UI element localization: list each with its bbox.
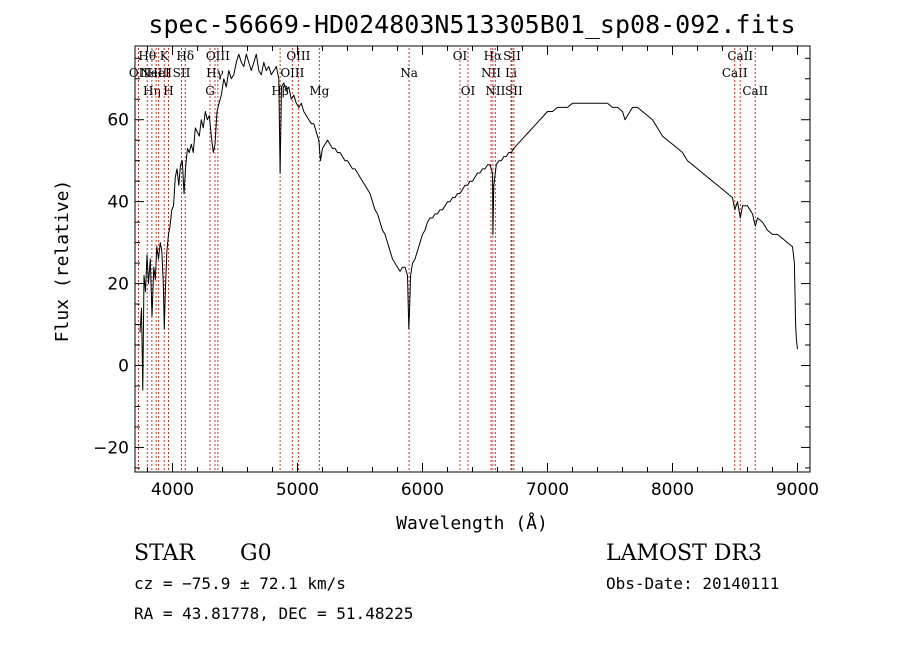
line-marker-label-26: CaII [727, 49, 753, 63]
survey-name: LAMOST DR3 [606, 541, 762, 566]
line-marker-label-18: OI [461, 84, 476, 98]
line-marker-label-4: HeI [147, 66, 170, 80]
line-marker-label-8: Hδ [176, 49, 194, 63]
line-marker-label-21: NII [485, 84, 505, 98]
plot-frame [134, 45, 811, 473]
line-marker-label-1: Hθ [138, 49, 156, 63]
line-marker-label-10: Hγ [206, 66, 224, 80]
line-marker-label-16: Na [400, 66, 418, 80]
y-axis-label: Flux (relative) [52, 180, 73, 343]
line-marker-label-6: H [163, 84, 173, 98]
x-tick-label-4: 8000 [651, 480, 694, 500]
chart-title: spec-56669-HD024803N513305B01_sp08-092.f… [148, 10, 795, 39]
line-marker-label-7: SII [173, 66, 191, 80]
y-tick-label-3: 40 [107, 193, 129, 213]
line-marker-label-27: CaII [742, 84, 768, 98]
line-marker-label-17: OI [453, 49, 468, 63]
line-marker-label-13: OIII [280, 66, 304, 80]
line-marker-label-23: SII [503, 49, 521, 63]
line-marker-label-19: NII [481, 66, 501, 80]
line-marker-label-20: Hα [484, 49, 503, 63]
observation-date: Obs-Date: 20140111 [606, 574, 779, 593]
x-tick-label-1: 5000 [276, 480, 319, 500]
redshift-readout: cz = −75.9 ± 72.1 km/s [134, 574, 346, 593]
y-tick-label-4: 60 [107, 111, 129, 131]
x-tick-label-0: 4000 [151, 480, 194, 500]
plot-area: OIIHθHηNeIIIHeIKHSIIHδGHγOIIIHβOIIIOIIIM… [93, 45, 819, 500]
line-marker-label-2: Hη [143, 84, 161, 98]
line-marker-label-25: CaII [722, 66, 748, 80]
x-tick-label-3: 7000 [526, 480, 569, 500]
line-marker-label-15: Mg [309, 84, 329, 98]
y-tick-label-1: 0 [118, 357, 129, 377]
line-marker-label-22: Li [505, 66, 517, 80]
line-marker-label-12: Hβ [271, 84, 288, 98]
line-marker-label-9: G [205, 84, 215, 98]
object-type: STAR [134, 541, 196, 566]
y-tick-label-2: 20 [107, 275, 129, 295]
line-marker-label-11: OIII [206, 49, 230, 63]
x-tick-label-5: 9000 [776, 480, 819, 500]
y-tick-label-0: −20 [93, 438, 129, 458]
line-marker-label-0: OII [129, 66, 149, 80]
x-axis-label: Wavelength (Å) [396, 512, 548, 534]
coordinates-readout: RA = 43.81778, DEC = 51.48225 [134, 604, 413, 623]
spectral-subclass: G0 [240, 541, 272, 566]
line-marker-label-14: OIII [286, 49, 310, 63]
spectrum-line [139, 53, 798, 391]
line-marker-label-24: SII [505, 84, 523, 98]
line-marker-label-5: K [160, 49, 170, 63]
x-tick-label-2: 6000 [401, 480, 444, 500]
